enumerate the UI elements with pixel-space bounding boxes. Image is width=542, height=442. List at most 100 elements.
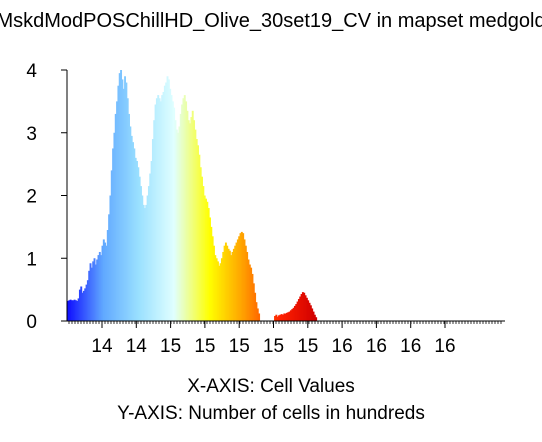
histogram-bar xyxy=(175,129,178,321)
histogram-bar xyxy=(282,314,284,321)
y-axis-tick-label: 0 xyxy=(26,312,37,333)
histogram-bar xyxy=(120,70,123,321)
histogram-bar xyxy=(311,308,314,321)
histogram-bar xyxy=(129,126,132,321)
histogram-bar xyxy=(113,132,116,321)
histogram-bar xyxy=(252,283,255,321)
histogram-bar xyxy=(240,231,243,321)
histogram-bar xyxy=(191,110,194,321)
histogram-bar xyxy=(291,309,294,321)
histogram-bar xyxy=(136,160,138,321)
histogram-bar xyxy=(158,98,161,322)
histogram-bar xyxy=(301,292,304,321)
histogram-bar xyxy=(126,98,129,322)
histogram-bar xyxy=(133,148,136,321)
x-axis-tick-label: 14 xyxy=(126,336,148,357)
histogram-bar xyxy=(151,139,154,321)
histogram-bar xyxy=(224,242,227,321)
histogram-bar xyxy=(218,265,221,321)
histogram-bar xyxy=(287,312,290,321)
histogram-bar xyxy=(68,300,71,321)
histogram-bar xyxy=(194,129,197,321)
histogram-bar xyxy=(100,255,103,321)
histogram-bar xyxy=(276,316,279,321)
histogram-bar xyxy=(275,314,278,321)
histogram-bar xyxy=(297,299,300,321)
histogram-bar xyxy=(183,95,186,321)
histogram-bar xyxy=(243,239,246,321)
chart-title: MskdModPOSChillHD_Olive_30set19_CV in ma… xyxy=(0,10,542,32)
histogram-bar xyxy=(242,233,245,321)
histogram-bar xyxy=(174,120,177,321)
histogram-bar xyxy=(70,300,73,321)
histogram-bar xyxy=(132,142,134,321)
histogram-bar xyxy=(96,259,99,321)
histogram-bar xyxy=(97,255,100,321)
histogram-bar xyxy=(82,290,85,321)
x-axis-tick-label: 14 xyxy=(91,336,113,357)
histogram-bar xyxy=(171,101,174,322)
histogram-bar xyxy=(88,270,91,321)
histogram-bar xyxy=(161,95,164,321)
histogram-bar xyxy=(182,98,185,322)
y-axis-ticks: 0 1 2 3 4 xyxy=(26,61,67,333)
histogram-bar xyxy=(198,154,201,321)
histogram-bar xyxy=(286,312,288,321)
histogram-bar xyxy=(309,305,312,321)
x-axis-tick-label: 16 xyxy=(400,336,421,357)
histogram-bar xyxy=(149,173,152,321)
histogram-bar xyxy=(211,236,214,321)
histogram-bar xyxy=(296,301,299,321)
histogram-bar xyxy=(155,98,158,322)
histogram-bar xyxy=(69,299,72,321)
histogram-bar xyxy=(207,208,210,321)
histogram-bar xyxy=(279,314,282,321)
y-axis-tick-label: 3 xyxy=(26,124,37,145)
histogram-bar xyxy=(147,186,150,321)
histogram-bar xyxy=(121,79,124,321)
histogram-bar xyxy=(246,251,249,321)
histogram-bar xyxy=(122,88,125,321)
histogram-bar xyxy=(105,245,108,321)
histogram-bar xyxy=(181,104,184,321)
histogram-bar xyxy=(90,267,93,321)
histogram-bar xyxy=(244,245,247,321)
histogram-bar xyxy=(89,263,92,321)
histogram-bar xyxy=(78,289,81,322)
histogram-bar xyxy=(250,267,253,321)
histogram-bar xyxy=(118,73,121,321)
histogram-bar xyxy=(228,250,231,321)
histogram-bar xyxy=(303,292,306,321)
histogram-bar xyxy=(193,120,196,321)
histogram-bar xyxy=(255,302,258,321)
histogram-bar xyxy=(209,217,211,321)
histogram-bar xyxy=(104,242,107,321)
histogram-bar xyxy=(77,298,80,321)
histogram-bar xyxy=(283,313,286,321)
x-axis-tick-label: 15 xyxy=(194,336,215,357)
histogram-bar xyxy=(222,251,225,321)
histogram-bar xyxy=(201,176,203,321)
histogram-bar xyxy=(203,195,206,321)
histogram-bar xyxy=(154,104,157,321)
histogram-bar xyxy=(67,300,69,321)
histogram-bar xyxy=(220,258,223,321)
histogram-bar xyxy=(186,110,189,321)
histogram-bar xyxy=(305,297,308,321)
histogram-bar xyxy=(256,308,259,321)
histogram-bar xyxy=(280,314,283,321)
histogram-bar xyxy=(238,236,241,321)
histogram-bar xyxy=(313,314,316,321)
histogram-bar xyxy=(215,258,218,321)
histogram-bar xyxy=(73,299,76,321)
histogram-bar xyxy=(179,113,182,322)
histogram-bar xyxy=(300,294,303,321)
x-axis-tick-label: 16 xyxy=(434,336,455,357)
histogram-bar xyxy=(142,204,145,321)
histogram-bar xyxy=(93,258,96,321)
histogram-bar xyxy=(213,245,215,321)
histogram-bar xyxy=(112,148,115,321)
histogram-bar xyxy=(206,201,209,321)
histogram-bar xyxy=(94,264,97,321)
histogram-bar xyxy=(102,239,105,321)
